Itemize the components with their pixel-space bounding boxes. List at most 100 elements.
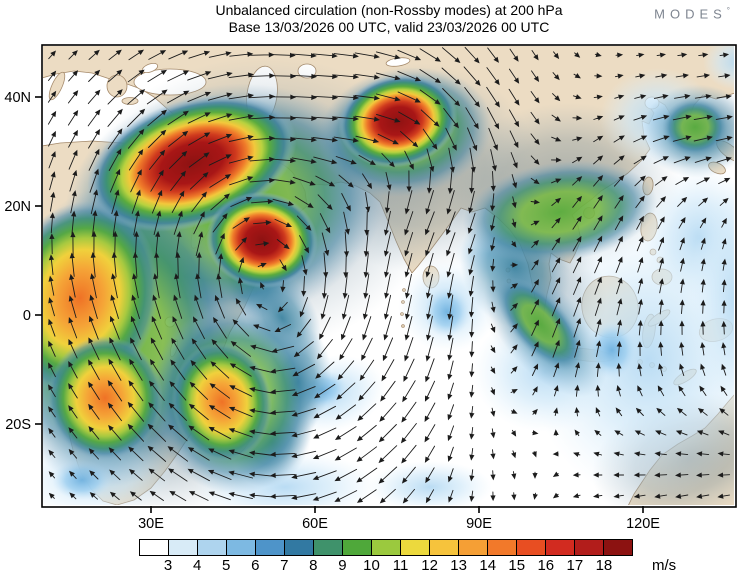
wind-vector-arrow [376,113,401,123]
wind-vector-arrow [635,407,644,416]
wind-vector-arrow [716,94,732,100]
wind-vector-arrow [354,115,380,122]
wind-vector-arrow [167,446,189,462]
wind-vector-arrow [228,406,253,418]
wind-vector-arrow [188,403,209,421]
colorbar-cell [458,539,488,556]
wind-vector-arrow [441,47,461,64]
wind-vector-arrow [249,387,275,394]
wind-vector-arrow [572,136,583,142]
wind-vector-arrow [91,230,97,257]
wind-vector-arrow [292,176,316,186]
colorbar-cell [487,539,517,556]
wind-vector-arrow [657,216,665,230]
wind-vector-arrow [277,301,288,313]
wind-vector-arrow [447,425,455,442]
wind-vector-arrow [255,241,270,247]
wind-vector-arrow [249,156,276,163]
wind-vector-arrow [167,90,190,104]
wind-vector-arrow [404,337,414,362]
wind-vector-arrow [675,176,690,185]
wind-vector-arrow [397,91,421,103]
wind-vector-arrow [404,232,414,257]
wind-vector-arrow [312,470,337,480]
wind-vector-arrow [404,190,413,215]
wind-vector-arrow [530,133,540,145]
x-tick-label: 90E [466,516,492,532]
wind-vector-arrow [356,467,378,483]
wind-vector-arrow [237,277,244,295]
colorbar-cell [168,539,198,556]
wind-vector-arrow [131,273,139,299]
wind-vector-arrow [699,217,707,229]
wind-vector-arrow [128,380,144,402]
wind-vector-arrow [130,315,141,340]
wind-vector-arrow [127,423,145,442]
wind-vector-arrow [269,472,296,478]
wind-vector-arrow [128,446,144,462]
wind-vector-arrow [490,449,496,460]
wind-vector-arrow [530,111,540,125]
wind-vector-arrow [551,297,561,317]
wind-vector-arrow [446,211,456,236]
wind-vector-arrow [615,235,623,252]
wind-vector-arrow [235,237,248,251]
wind-vector-arrow [68,70,79,82]
wind-vector-arrow [550,157,562,163]
wind-vector-arrow [107,402,122,422]
wind-vector-arrow [187,71,212,81]
wind-vector-arrow [402,380,416,403]
colorbar-cell [574,539,604,556]
wind-vector-arrow [637,385,643,397]
wind-vector-arrow [248,429,275,436]
wind-vector-arrow [404,252,413,278]
wind-vector-arrow [293,341,314,358]
wind-vector-arrow [88,148,100,171]
wind-vector-arrow [228,93,254,100]
wind-vector-arrow [552,492,560,499]
wind-vector-arrow [718,430,730,436]
wind-vector-arrow [213,316,227,339]
wind-vector-arrow [238,256,245,273]
wind-vector-arrow [228,491,253,500]
wind-vector-arrow [551,178,562,184]
wind-vector-arrow [700,320,706,335]
wind-vector-arrow [673,156,691,164]
wind-vector-arrow [249,471,275,477]
wind-vector-arrow [447,446,454,462]
wind-vector-arrow [379,488,396,504]
wind-vector-arrow [49,212,55,234]
wind-vector-arrow [274,324,292,332]
colorbar-tick-label: 12 [421,557,438,574]
wind-vector-arrow [679,299,685,315]
wind-vector-arrow [133,230,139,257]
wind-vector-arrow [196,251,202,278]
wind-vector-arrow [614,73,624,79]
wind-vector-arrow [69,169,78,192]
wind-vector-arrow [675,430,688,436]
wind-vector-arrow [249,408,275,415]
wind-vector-arrow [696,73,710,79]
wind-vector-arrow [424,445,436,463]
wind-vector-arrow [637,298,644,315]
wind-vector-arrow [637,256,644,273]
wind-vector-arrow [253,220,272,226]
wind-vector-arrow [447,404,455,421]
wind-vector-arrow [354,95,380,101]
wind-vector-arrow [187,468,210,482]
wind-vector-arrow [319,213,331,234]
wind-vector-arrow [719,197,729,206]
wind-vector-arrow [490,366,496,374]
wind-vector-arrow [636,215,644,230]
wind-vector-arrow [700,258,706,272]
wind-vector-arrow [721,363,727,376]
colorbar-tick-label: 5 [222,557,231,574]
wind-vector-arrow [218,253,224,277]
wind-vector-arrow [616,298,623,316]
wind-vector-arrow [425,252,434,278]
colorbar-tick-label: 11 [392,557,409,574]
wind-vector-arrow [572,215,582,230]
wind-vector-arrow [334,468,358,482]
wind-vector-arrow [397,70,422,82]
wind-vector-arrow [68,405,78,419]
